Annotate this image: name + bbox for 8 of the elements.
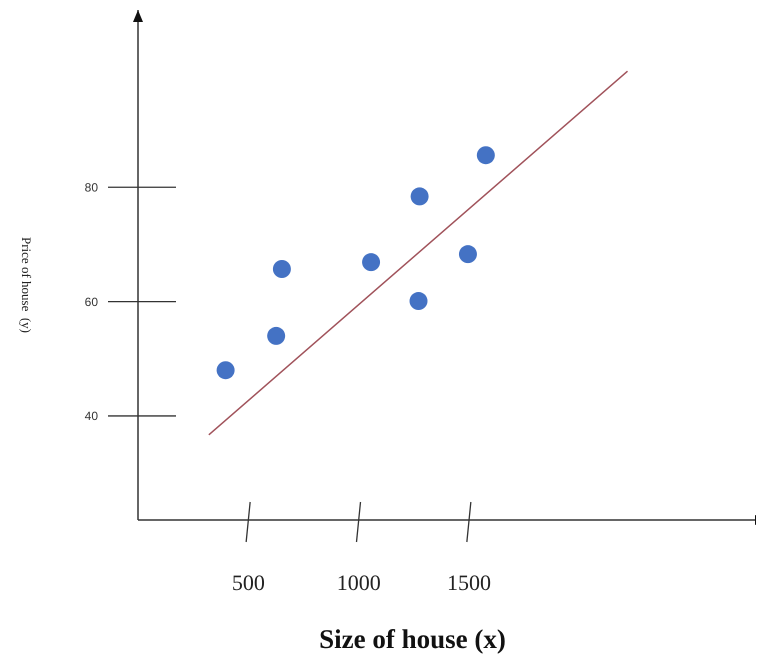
x-tick-label: 1500: [447, 570, 492, 595]
x-tick-label: 500: [232, 570, 265, 595]
y-tick-label: 60: [84, 294, 98, 309]
y-tick-label: 40: [84, 409, 98, 424]
x-tick-label: 1000: [336, 570, 381, 595]
x-axis-title: Size of house (x): [319, 624, 506, 654]
y-axis-title: Price of house (y): [19, 236, 34, 334]
y-tick-label: 80: [84, 180, 98, 194]
